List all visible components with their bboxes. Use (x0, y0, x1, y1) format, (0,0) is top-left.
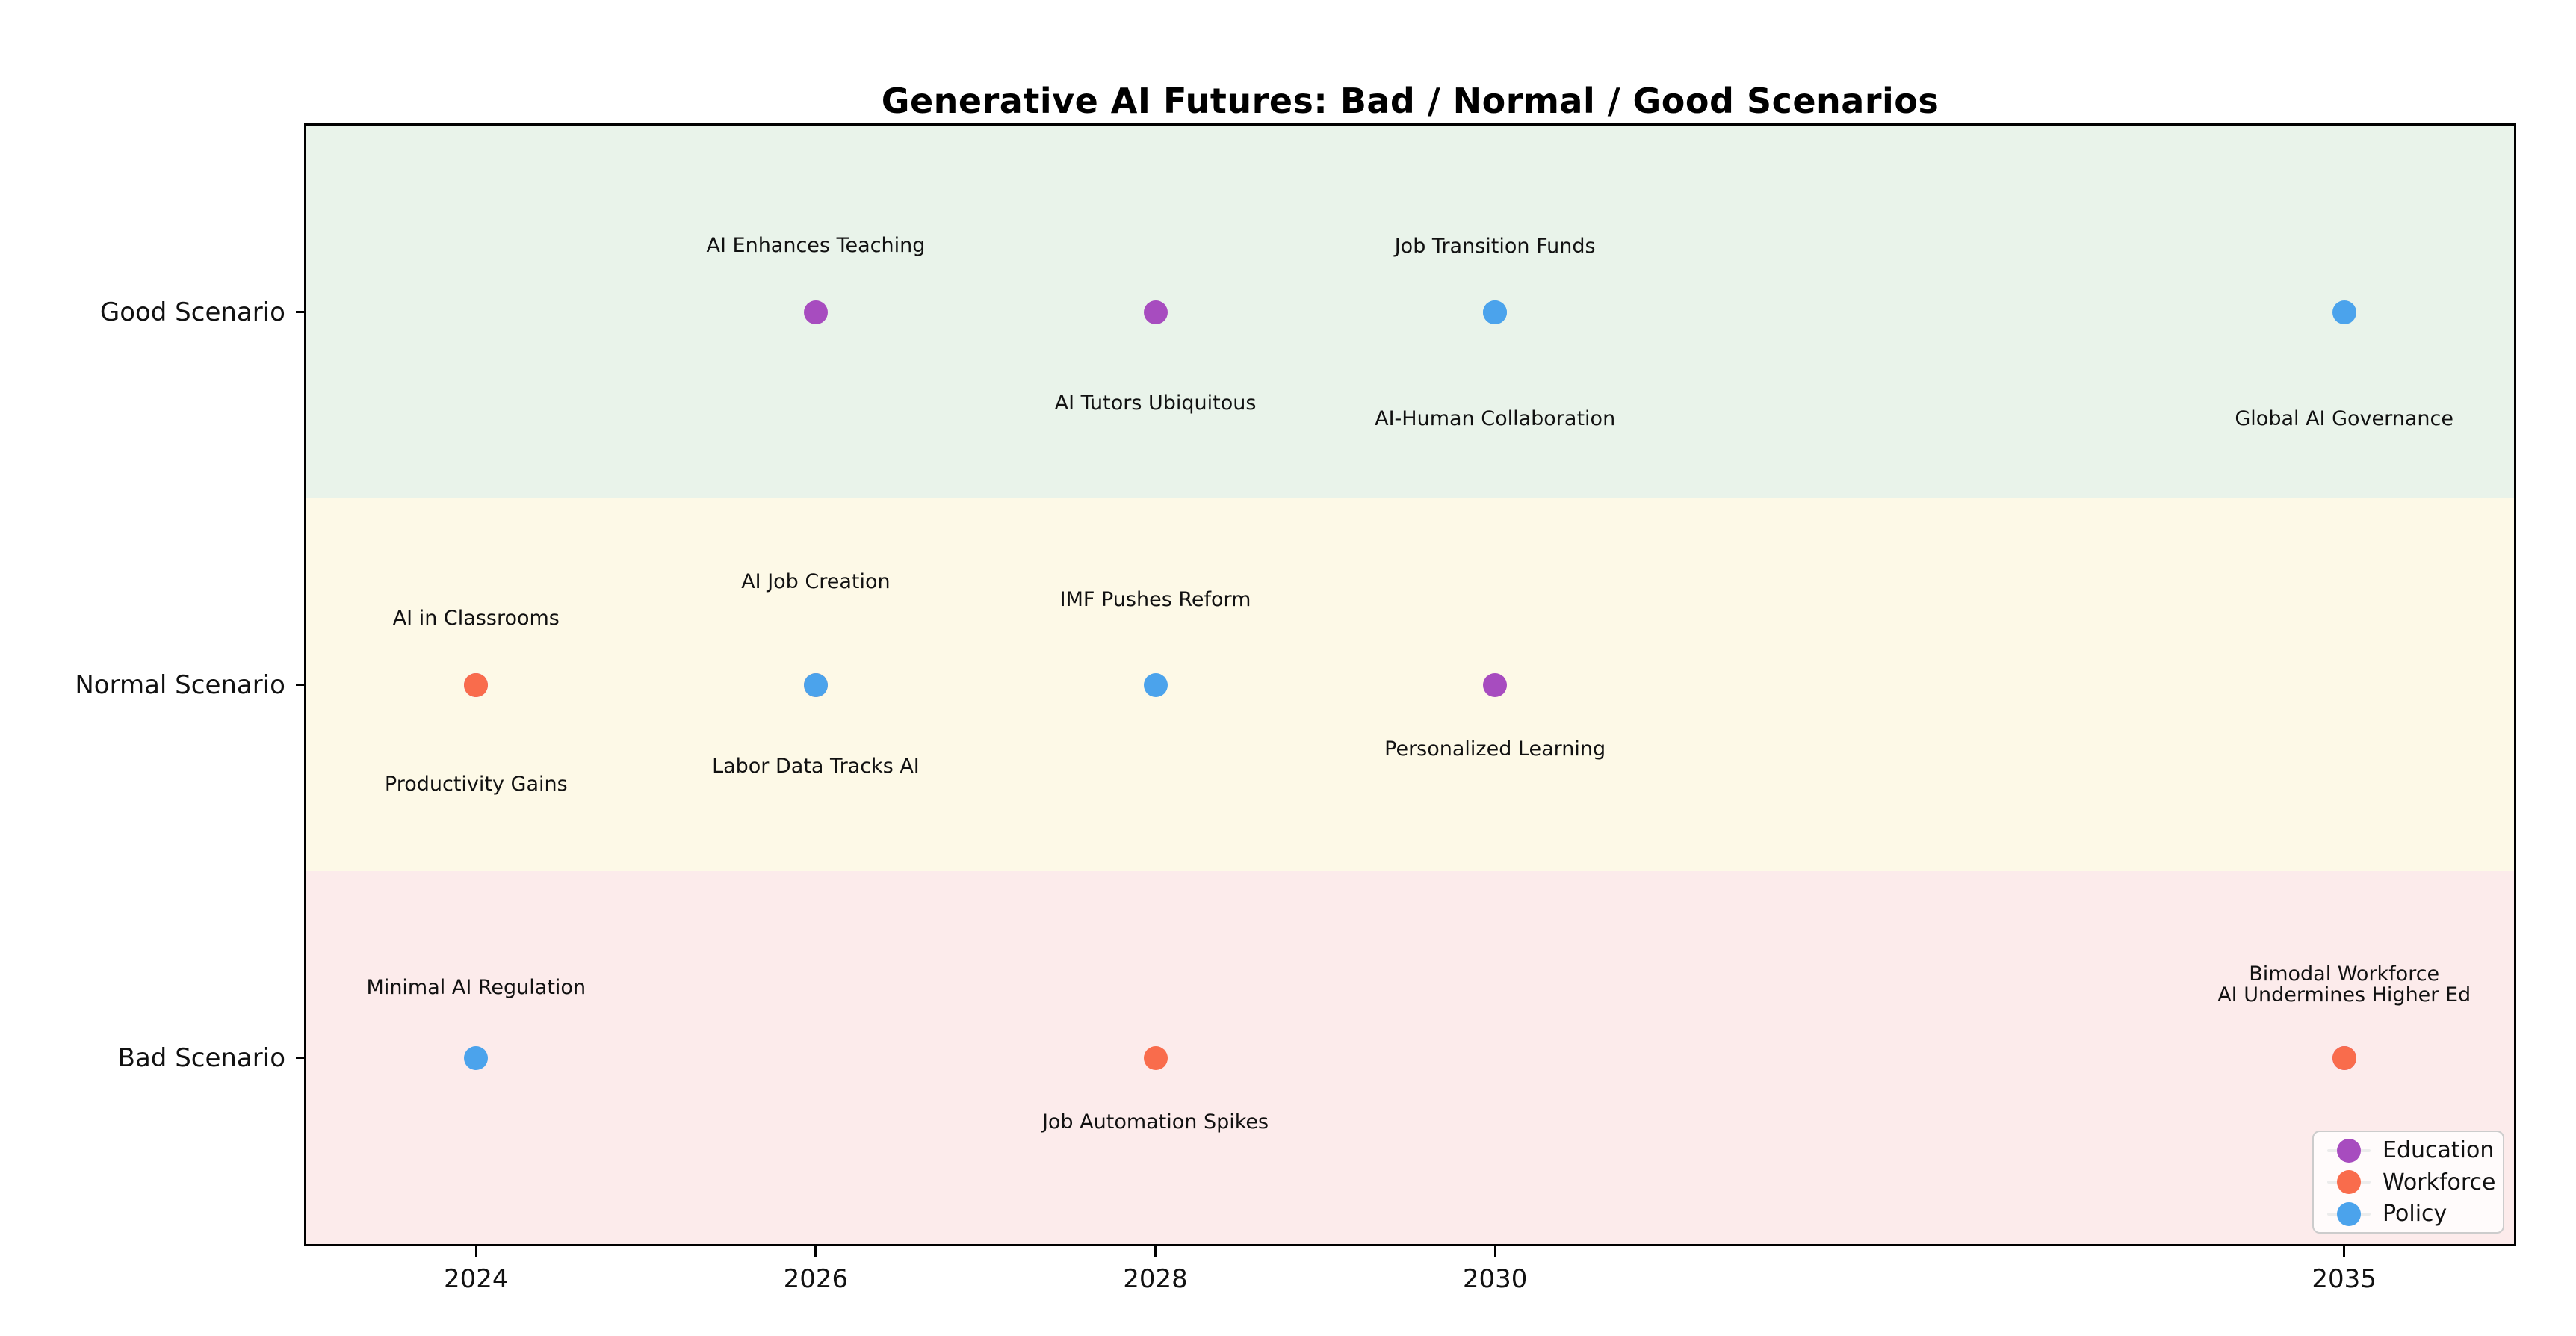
event-dot (1143, 1045, 1168, 1070)
x-tick-label-2026: 2026 (783, 1264, 849, 1294)
legend-item-label: Workforce (2383, 1169, 2496, 1196)
legend-dot-icon (2337, 1138, 2361, 1163)
event-dot (1483, 300, 1508, 324)
event-dot (464, 672, 489, 697)
event-dot (803, 672, 828, 697)
event-label: Job Transition Funds (1394, 234, 1596, 258)
event-dot (1483, 672, 1508, 697)
y-tick-normal (296, 684, 306, 686)
chart-title: Generative AI Futures: Bad / Normal / Go… (881, 81, 1939, 121)
event-label: Labor Data Tracks AI (712, 754, 920, 778)
event-dot (2332, 1045, 2356, 1070)
x-tick-label-2028: 2028 (1123, 1264, 1188, 1294)
event-dot (1143, 672, 1168, 697)
legend-dot-icon (2337, 1202, 2361, 1226)
event-label: Bimodal Workforce (2249, 962, 2440, 986)
legend-item-workforce: Workforce (2314, 1167, 2503, 1197)
x-tick-2030 (1493, 1246, 1496, 1257)
event-label: AI Undermines Higher Ed (2217, 983, 2471, 1006)
x-tick-label-2030: 2030 (1462, 1264, 1528, 1294)
event-label: AI Job Creation (741, 569, 891, 593)
y-tick-bad (296, 1057, 306, 1059)
event-label: AI-Human Collaboration (1375, 406, 1616, 430)
legend-item-education: Education (2314, 1136, 2503, 1166)
event-label: Global AI Governance (2235, 406, 2453, 430)
scenario-band-normal (306, 498, 2514, 871)
event-label: AI Enhances Teaching (706, 233, 926, 257)
legend-item-label: Education (2383, 1137, 2495, 1163)
event-label: Job Automation Spikes (1041, 1110, 1269, 1134)
event-label: Personalized Learning (1384, 737, 1606, 761)
event-label: IMF Pushes Reform (1059, 587, 1251, 611)
event-label: AI Tutors Ubiquitous (1054, 391, 1257, 415)
legend-item-policy: Policy (2314, 1199, 2503, 1229)
event-label: Minimal AI Regulation (366, 975, 586, 999)
event-dot (464, 1045, 489, 1070)
legend-marker (2327, 1138, 2371, 1163)
x-tick-2028 (1154, 1246, 1157, 1257)
event-label: AI in Classrooms (392, 606, 560, 630)
event-label: Productivity Gains (384, 772, 568, 796)
event-dot (803, 300, 828, 324)
x-tick-2024 (474, 1246, 477, 1257)
event-dot (1143, 300, 1168, 324)
legend-marker (2327, 1170, 2371, 1194)
x-tick-label-2035: 2035 (2312, 1264, 2377, 1294)
event-dot (2332, 300, 2356, 324)
y-axis-label-good: Good Scenario (99, 297, 285, 327)
scenario-band-bad (306, 871, 2514, 1244)
legend: Education Workforce Policy (2312, 1131, 2504, 1234)
scenario-band-good (306, 126, 2514, 498)
legend-marker (2327, 1202, 2371, 1226)
y-tick-good (296, 311, 306, 313)
x-tick-2035 (2343, 1246, 2346, 1257)
y-axis-label-bad: Bad Scenario (117, 1042, 285, 1073)
legend-item-label: Policy (2383, 1201, 2447, 1227)
legend-dot-icon (2337, 1170, 2361, 1194)
x-tick-2026 (814, 1246, 817, 1257)
x-tick-label-2024: 2024 (444, 1264, 509, 1294)
y-axis-label-normal: Normal Scenario (75, 669, 285, 700)
